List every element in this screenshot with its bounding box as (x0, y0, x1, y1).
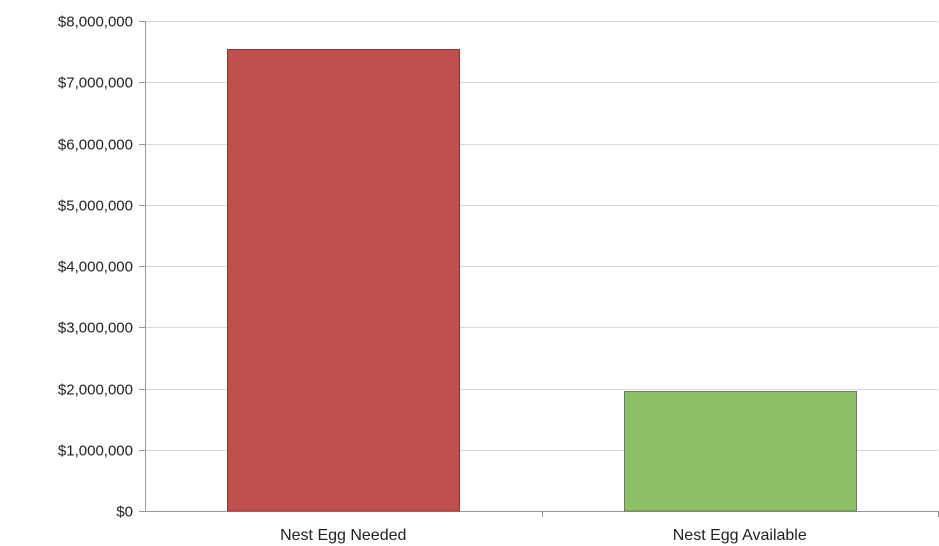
y-tick-label: $3,000,000 (58, 320, 133, 337)
y-tick-label: $7,000,000 (58, 75, 133, 92)
x-category-label: Nest Egg Available (673, 527, 807, 544)
y-tick-label: $8,000,000 (58, 14, 133, 31)
bar-nest-egg-available[interactable] (624, 391, 857, 512)
x-category-label: Nest Egg Needed (280, 527, 406, 544)
y-tick-label: $0 (116, 504, 133, 521)
y-tick-label: $1,000,000 (58, 443, 133, 460)
bars (227, 49, 857, 512)
y-tick-label: $5,000,000 (58, 198, 133, 215)
y-tick-label: $2,000,000 (58, 382, 133, 399)
y-tick-label: $4,000,000 (58, 259, 133, 276)
x-axis-category-labels: Nest Egg Needed Nest Egg Available (280, 527, 807, 544)
y-tick-label: $6,000,000 (58, 137, 133, 154)
bar-nest-egg-needed[interactable] (227, 49, 460, 512)
y-axis-tick-labels: $0 $1,000,000 $2,000,000 $3,000,000 $4,000,0… (58, 14, 133, 521)
